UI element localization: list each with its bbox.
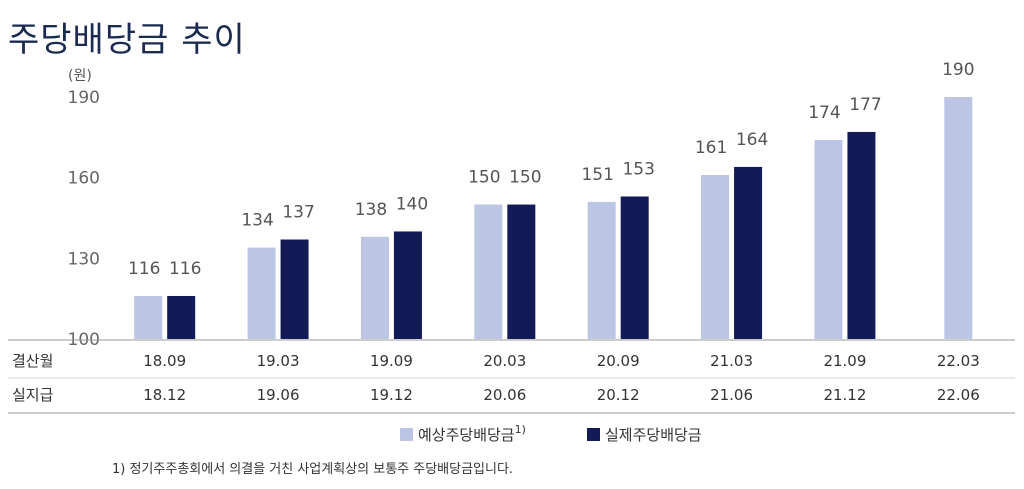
bar-expected-dividend <box>247 247 276 339</box>
legend-swatch-expected <box>400 428 413 441</box>
x-category-label: 19.03 <box>257 352 300 370</box>
bar-actual-dividend <box>167 295 196 339</box>
bar-actual-dividend <box>847 131 876 339</box>
x-category-label: 18.09 <box>143 352 186 370</box>
bar-actual-dividend <box>393 231 422 339</box>
value-label-expected: 134 <box>241 211 273 231</box>
y-tick-label: 190 <box>68 88 100 108</box>
value-label-expected: 138 <box>355 200 387 220</box>
bar-expected-dividend <box>360 236 389 339</box>
bar-expected-dividend <box>587 201 616 339</box>
value-label-actual: 116 <box>169 259 201 279</box>
y-tick-label: 130 <box>68 249 100 269</box>
x-category-label: 21.09 <box>823 352 866 370</box>
x-category-label: 19.09 <box>370 352 413 370</box>
bar-expected-dividend <box>701 174 730 339</box>
payment-date-label: 21.06 <box>710 386 753 404</box>
payment-date-label: 18.12 <box>143 386 186 404</box>
payment-date-label: 21.12 <box>823 386 866 404</box>
bar-expected-dividend <box>474 204 503 339</box>
payment-date-label: 19.12 <box>370 386 413 404</box>
legend-label-actual: 실제주당배당금 <box>605 426 702 444</box>
unit-label: (원) <box>68 68 92 84</box>
bar-actual-dividend <box>734 166 763 339</box>
table-row-header: 실지급 <box>12 386 54 404</box>
value-label-expected: 116 <box>128 259 160 279</box>
legend-swatch-actual <box>587 428 600 441</box>
footnote: 1) 정기주주총회에서 의결을 거친 사업계획상의 보통주 주당배당금입니다. <box>112 462 514 477</box>
x-category-label: 22.03 <box>937 352 980 370</box>
bars-group <box>134 97 973 339</box>
value-label-actual: 137 <box>282 203 314 223</box>
value-label-actual: 177 <box>849 95 881 115</box>
table-row-header: 결산월 <box>12 352 53 370</box>
x-category-label: 20.09 <box>597 352 640 370</box>
legend-label-expected: 예상주당배당금1) <box>418 423 526 444</box>
payment-date-label: 22.06 <box>937 386 980 404</box>
bar-actual-dividend <box>280 239 309 339</box>
bar-expected-dividend <box>944 97 973 339</box>
value-label-expected: 190 <box>942 60 974 80</box>
x-category-label: 21.03 <box>710 352 753 370</box>
value-label-expected: 150 <box>468 168 500 188</box>
payment-date-label: 20.06 <box>483 386 526 404</box>
value-label-actual: 140 <box>396 194 428 214</box>
value-labels-group: 116 116 134 137 138 140 150 150 151 153 161 164 174 1… <box>128 60 975 279</box>
bar-actual-dividend <box>507 204 536 339</box>
value-label-expected: 161 <box>695 138 727 158</box>
value-label-expected: 151 <box>581 165 613 185</box>
bar-expected-dividend <box>814 140 843 339</box>
legend: 예상주당배당금1) 실제주당배당금 <box>400 423 702 444</box>
x-category-label: 20.03 <box>483 352 526 370</box>
value-label-actual: 164 <box>736 130 768 150</box>
payment-date-label: 19.06 <box>257 386 300 404</box>
value-label-actual: 153 <box>622 159 654 179</box>
chart-title: 주당배당금 추이 <box>8 20 246 60</box>
bar-expected-dividend <box>134 295 163 339</box>
value-label-expected: 174 <box>808 103 840 123</box>
y-tick-label: 160 <box>68 169 100 189</box>
value-label-actual: 150 <box>509 168 541 188</box>
payment-date-label: 20.12 <box>597 386 640 404</box>
bar-actual-dividend <box>620 196 649 339</box>
